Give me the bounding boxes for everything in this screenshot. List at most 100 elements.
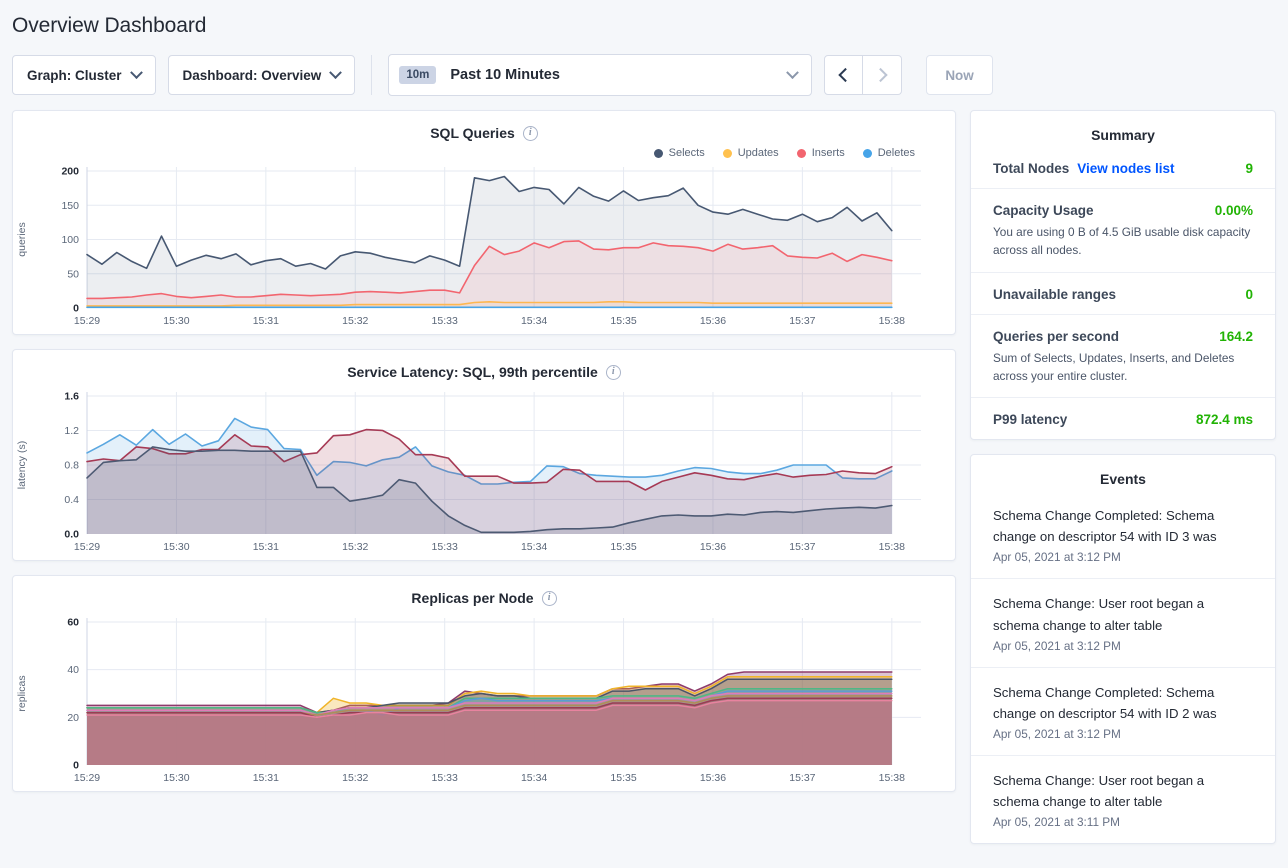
chart-title-text: Service Latency: SQL, 99th percentile xyxy=(347,364,598,380)
sql-queries-card: SQL Queries i Selects Updates Inserts De… xyxy=(12,110,956,335)
series-area xyxy=(87,176,892,308)
legend-item[interactable]: Inserts xyxy=(796,147,845,159)
time-range-picker[interactable]: 10m Past 10 Minutes xyxy=(388,54,813,96)
event-item[interactable]: Schema Change Completed: Schema change o… xyxy=(971,491,1275,580)
chart-legend: Selects Updates Inserts Deletes xyxy=(13,141,955,159)
toolbar-divider xyxy=(371,55,373,95)
series-line xyxy=(86,692,893,716)
event-text: Schema Change: User root began a schema … xyxy=(993,772,1205,809)
x-axis-tick: 15:33 xyxy=(432,315,458,327)
dashboard-select-button[interactable]: Dashboard: Overview xyxy=(167,55,356,95)
legend-item[interactable]: Updates xyxy=(722,147,779,159)
summary-value: 0 xyxy=(1245,286,1253,302)
y-axis-tick: 200 xyxy=(61,166,79,178)
chart-title-text: Replicas per Node xyxy=(411,590,534,606)
time-nav-group xyxy=(824,55,903,95)
x-axis-tick: 15:33 xyxy=(432,541,458,553)
x-axis-tick: 15:29 xyxy=(74,541,100,553)
y-axis-tick: 60 xyxy=(67,617,79,629)
y-axis-tick: 0.8 xyxy=(64,460,79,472)
chevron-down-icon xyxy=(329,65,343,79)
graph-select-button[interactable]: Graph: Cluster xyxy=(12,55,156,95)
legend-swatch xyxy=(862,148,872,158)
series-line xyxy=(86,687,893,714)
x-axis-tick: 15:29 xyxy=(74,315,100,327)
series-line xyxy=(86,417,893,485)
series-line xyxy=(86,446,893,534)
summary-label: Capacity Usage xyxy=(993,203,1094,218)
y-axis-tick: 50 xyxy=(67,268,79,280)
prev-time-button[interactable] xyxy=(824,55,864,95)
series-area xyxy=(87,693,892,765)
event-timestamp: Apr 05, 2021 at 3:12 PM xyxy=(993,726,1121,741)
x-axis-tick: 15:31 xyxy=(253,315,279,327)
event-timestamp: Apr 05, 2021 at 3:12 PM xyxy=(993,550,1121,565)
x-axis-tick: 15:38 xyxy=(879,772,905,784)
view-nodes-link[interactable]: View nodes list xyxy=(1077,161,1175,176)
legend-item[interactable]: Selects xyxy=(653,147,705,159)
series-line xyxy=(86,697,893,719)
y-axis-tick: 100 xyxy=(61,234,79,246)
y-axis-tick: 40 xyxy=(67,664,79,676)
series-area xyxy=(87,446,892,534)
summary-label: Total Nodes xyxy=(993,161,1070,176)
info-icon[interactable]: i xyxy=(605,364,621,380)
x-axis-tick: 15:32 xyxy=(342,315,368,327)
chart-title-text: SQL Queries xyxy=(430,125,515,141)
events-panel: Events Schema Change Completed: Schema c… xyxy=(970,454,1276,845)
summary-row: Total Nodes View nodes list 9 xyxy=(971,147,1275,189)
summary-value: 9 xyxy=(1245,161,1253,176)
legend-label: Inserts xyxy=(811,147,845,159)
series-area xyxy=(87,691,892,765)
info-icon[interactable]: i xyxy=(522,125,538,141)
service-latency-plot[interactable]: 0.0 0.4 0.8 1.2 1.6 15:29 15:30 15:31 15:32 15:33… xyxy=(13,380,955,560)
info-icon[interactable]: i xyxy=(541,590,557,606)
x-axis-tick: 15:38 xyxy=(879,315,905,327)
y-axis-label: latency (s) xyxy=(16,441,28,489)
legend-item[interactable]: Deletes xyxy=(862,147,915,159)
page-title: Overview Dashboard xyxy=(12,14,207,37)
time-range-label: Past 10 Minutes xyxy=(450,67,560,83)
event-text: Schema Change: User root began a schema … xyxy=(993,596,1205,633)
now-button[interactable]: Now xyxy=(926,55,993,95)
chart-title: Service Latency: SQL, 99th percentile i xyxy=(13,350,955,380)
next-time-button[interactable] xyxy=(863,55,903,95)
x-axis-tick: 15:31 xyxy=(253,541,279,553)
x-axis-tick: 15:35 xyxy=(610,315,636,327)
event-text: Schema Change Completed: Schema change o… xyxy=(993,508,1217,545)
dashboard-body: SQL Queries i Selects Updates Inserts De… xyxy=(0,96,1288,845)
event-item[interactable]: Schema Change: User root began a schema … xyxy=(971,579,1275,668)
x-axis-tick: 15:37 xyxy=(789,315,815,327)
series-area xyxy=(87,418,892,534)
legend-swatch xyxy=(653,148,663,158)
event-text: Schema Change Completed: Schema change o… xyxy=(993,684,1217,721)
time-range-badge: 10m xyxy=(399,66,437,84)
summary-heading: Summary xyxy=(1091,127,1155,143)
summary-description: You are using 0 B of 4.5 GiB usable disk… xyxy=(993,225,1251,258)
event-timestamp: Apr 05, 2021 at 3:11 PM xyxy=(993,815,1121,830)
sql-queries-plot[interactable]: 0 50 100 150 200 15:29 15:30 15:31 15:32 15:33 15:… xyxy=(13,159,955,334)
summary-row: P99 latency 872.4 ms xyxy=(971,398,1275,439)
y-axis-tick: 1.6 xyxy=(64,391,79,403)
series-line xyxy=(86,175,893,270)
events-heading: Events xyxy=(1100,471,1146,488)
event-item[interactable]: Schema Change Completed: Schema change o… xyxy=(971,668,1275,756)
x-axis-tick: 15:30 xyxy=(163,315,189,327)
x-axis-tick: 15:35 xyxy=(610,772,636,784)
series-line xyxy=(86,428,893,491)
series-line xyxy=(86,240,893,300)
event-timestamp: Apr 05, 2021 at 3:12 PM xyxy=(993,638,1121,653)
replicas-per-node-plot[interactable]: 0 20 40 60 15:29 15:30 15:31 15:32 15:33 15:34 15:… xyxy=(13,606,955,791)
summary-panel: Summary Total Nodes View nodes list 9 Capa… xyxy=(970,110,1276,441)
summary-row: Capacity Usage 0.00% You are using 0 B of… xyxy=(971,189,1275,273)
chart-title: SQL Queries i xyxy=(13,111,955,141)
legend-label: Deletes xyxy=(877,147,915,159)
x-axis-tick: 15:31 xyxy=(253,772,279,784)
y-axis-tick: 1.2 xyxy=(64,425,79,437)
summary-row: Unavailable ranges 0 xyxy=(971,273,1275,315)
x-axis-tick: 15:34 xyxy=(521,772,547,784)
event-item[interactable]: Schema Change: User root began a schema … xyxy=(971,756,1275,843)
graph-select-label: Graph: Cluster xyxy=(27,67,122,83)
legend-label: Selects xyxy=(668,147,705,159)
series-area xyxy=(87,676,892,765)
